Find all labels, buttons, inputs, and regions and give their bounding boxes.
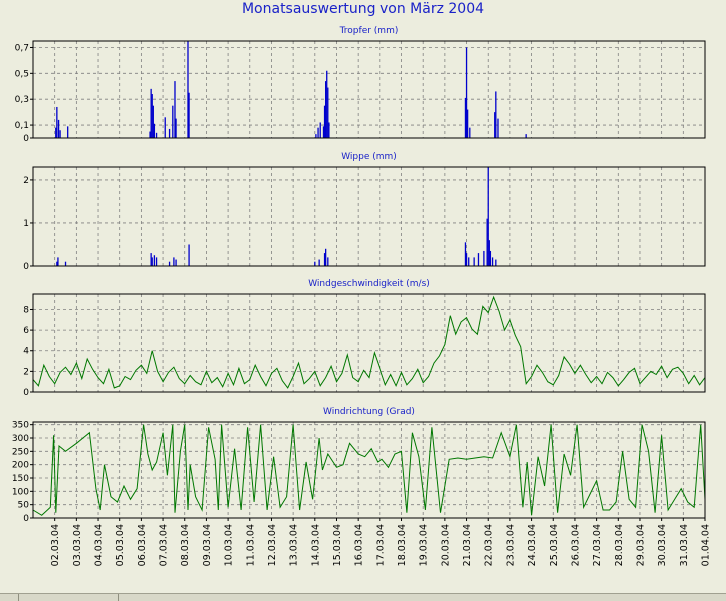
y-tick-label: 150 xyxy=(12,474,29,484)
y-tick-label: 6 xyxy=(23,326,29,336)
y-tick-label: 300 xyxy=(12,434,29,444)
y-tick-label: 0,7 xyxy=(15,43,29,53)
y-tick-label: 0,1 xyxy=(15,121,29,131)
x-tick-label: 02.03.04 xyxy=(50,524,61,566)
x-tick-label: 25.03.04 xyxy=(549,524,560,566)
x-tick-label: 08.03.04 xyxy=(180,524,191,566)
x-tick-label: 11.03.04 xyxy=(245,524,256,566)
x-tick-label: 27.03.04 xyxy=(592,524,603,566)
series-line xyxy=(32,295,706,389)
x-tick-label: 01.04.04 xyxy=(701,524,712,566)
y-tick-label: 50 xyxy=(18,501,30,511)
x-tick-label: 05.03.04 xyxy=(115,524,126,566)
y-tick-label: 0,5 xyxy=(15,69,29,79)
plot-frame xyxy=(32,166,706,267)
status-bar xyxy=(0,593,726,601)
y-tick-label: 0 xyxy=(23,514,29,524)
y-tick-label: 0 xyxy=(23,134,29,144)
y-tick-label: 4 xyxy=(23,347,29,357)
x-tick-label: 23.03.04 xyxy=(505,524,516,566)
x-tick-label: 22.03.04 xyxy=(484,524,495,566)
y-tick-label: 2 xyxy=(23,367,29,377)
panel-title: Windgeschwindigkeit (m/s) xyxy=(308,279,430,289)
x-tick-label: 19.03.04 xyxy=(419,524,430,566)
panel-title: Tropfer (mm) xyxy=(339,26,399,36)
y-tick-label: 200 xyxy=(12,461,29,471)
x-tick-label: 10.03.04 xyxy=(224,524,235,566)
plot-frame xyxy=(32,421,706,519)
x-tick-label: 31.03.04 xyxy=(679,524,690,566)
x-tick-label: 14.03.04 xyxy=(310,524,321,566)
x-tick-label: 03.03.04 xyxy=(72,524,83,566)
y-tick-label: 0 xyxy=(23,262,29,272)
y-tick-label: 2 xyxy=(23,176,29,186)
x-tick-label: 26.03.04 xyxy=(570,524,581,566)
x-tick-label: 20.03.04 xyxy=(440,524,451,566)
x-tick-label: 09.03.04 xyxy=(202,524,213,566)
x-tick-label: 30.03.04 xyxy=(657,524,668,566)
x-tick-label: 06.03.04 xyxy=(137,524,148,566)
x-tick-label: 18.03.04 xyxy=(397,524,408,566)
x-tick-label: 29.03.04 xyxy=(636,524,647,566)
x-tick-label: 24.03.04 xyxy=(527,524,538,566)
panel-title: Wippe (mm) xyxy=(341,152,397,162)
panel-title: Windrichtung (Grad) xyxy=(323,407,415,417)
series-line xyxy=(32,424,706,516)
x-tick-label: 17.03.04 xyxy=(375,524,386,566)
x-tick-label: 12.03.04 xyxy=(267,524,278,566)
plot-area xyxy=(33,41,705,138)
x-tick-label: 16.03.04 xyxy=(354,524,365,566)
plot-area xyxy=(33,422,705,518)
status-separator xyxy=(118,594,119,601)
y-tick-label: 1 xyxy=(23,219,29,229)
y-tick-label: 250 xyxy=(12,447,29,457)
plot-frame xyxy=(32,293,706,393)
y-tick-label: 8 xyxy=(23,305,29,315)
x-tick-label: 07.03.04 xyxy=(159,524,170,566)
x-tick-label: 04.03.04 xyxy=(94,524,105,566)
x-tick-label: 15.03.04 xyxy=(332,524,343,566)
y-tick-label: 0,3 xyxy=(15,95,29,105)
y-tick-label: 100 xyxy=(12,487,29,497)
page-title: Monatsauswertung von März 2004 xyxy=(241,1,485,17)
x-tick-label: 13.03.04 xyxy=(289,524,300,566)
status-separator xyxy=(18,594,19,601)
x-tick-label: 28.03.04 xyxy=(614,524,625,566)
x-tick-label: 21.03.04 xyxy=(462,524,473,566)
plot-area xyxy=(33,167,705,266)
y-tick-label: 350 xyxy=(12,421,29,431)
plot-frame xyxy=(32,40,706,139)
y-tick-label: 0 xyxy=(23,388,29,398)
